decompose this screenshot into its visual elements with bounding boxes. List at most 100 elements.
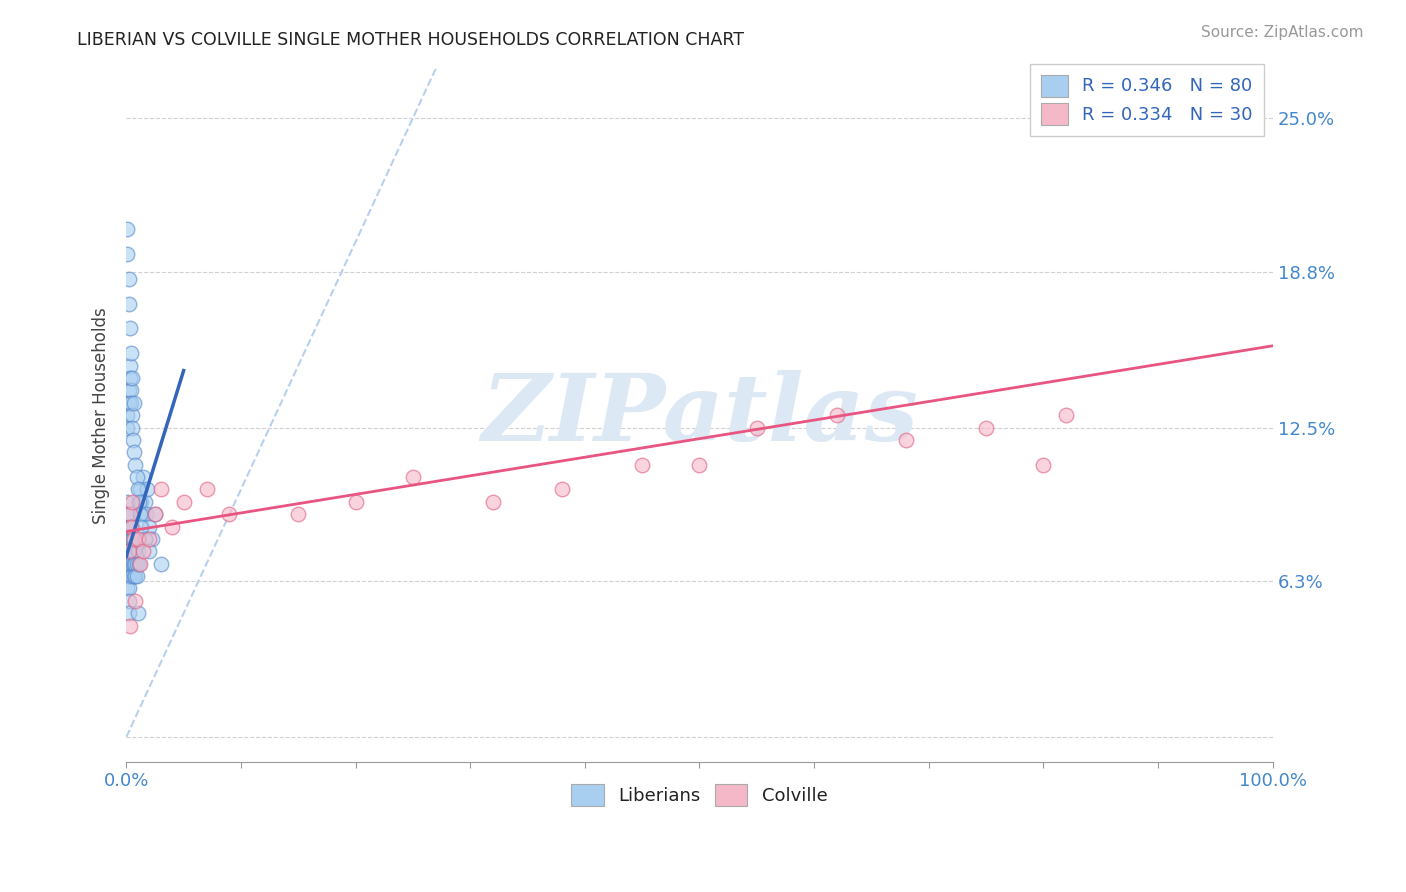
- Point: [117, 495, 139, 509]
- Point: [124, 557, 146, 571]
- Point: [136, 483, 159, 497]
- Point: [688, 458, 710, 472]
- Point: [134, 495, 156, 509]
- Point: [117, 297, 139, 311]
- Point: [132, 544, 155, 558]
- Point: [143, 507, 166, 521]
- Point: [118, 507, 141, 521]
- Point: [551, 483, 574, 497]
- Point: [138, 544, 160, 558]
- Point: [120, 519, 142, 533]
- Point: [120, 557, 142, 571]
- Point: [118, 532, 141, 546]
- Point: [482, 495, 505, 509]
- Point: [121, 544, 143, 558]
- Point: [120, 544, 142, 558]
- Point: [127, 544, 149, 558]
- Point: [120, 384, 142, 398]
- Point: [894, 433, 917, 447]
- Point: [117, 594, 139, 608]
- Point: [127, 483, 149, 497]
- Point: [402, 470, 425, 484]
- Legend: Liberians, Colville: Liberians, Colville: [562, 775, 837, 815]
- Point: [117, 544, 139, 558]
- Point: [118, 557, 141, 571]
- Point: [117, 582, 139, 596]
- Point: [117, 408, 139, 422]
- Point: [117, 519, 139, 533]
- Point: [117, 507, 139, 521]
- Point: [124, 532, 146, 546]
- Text: ZIPatlas: ZIPatlas: [481, 370, 918, 460]
- Point: [120, 519, 142, 533]
- Point: [117, 569, 139, 583]
- Point: [124, 445, 146, 459]
- Point: [121, 495, 143, 509]
- Point: [127, 606, 149, 620]
- Point: [120, 396, 142, 410]
- Point: [117, 396, 139, 410]
- Point: [117, 272, 139, 286]
- Point: [218, 507, 240, 521]
- Point: [118, 507, 141, 521]
- Point: [160, 519, 183, 533]
- Point: [121, 420, 143, 434]
- Point: [117, 569, 139, 583]
- Point: [195, 483, 218, 497]
- Point: [129, 519, 152, 533]
- Point: [117, 544, 139, 558]
- Point: [117, 582, 139, 596]
- Point: [125, 557, 148, 571]
- Text: Source: ZipAtlas.com: Source: ZipAtlas.com: [1201, 25, 1364, 40]
- Point: [125, 470, 148, 484]
- Point: [1054, 408, 1077, 422]
- Point: [141, 532, 163, 546]
- Point: [117, 384, 139, 398]
- Point: [124, 594, 146, 608]
- Point: [138, 532, 160, 546]
- Point: [117, 557, 139, 571]
- Point: [122, 532, 145, 546]
- Point: [122, 544, 145, 558]
- Point: [121, 371, 143, 385]
- Point: [128, 495, 150, 509]
- Text: LIBERIAN VS COLVILLE SINGLE MOTHER HOUSEHOLDS CORRELATION CHART: LIBERIAN VS COLVILLE SINGLE MOTHER HOUSE…: [77, 31, 744, 49]
- Point: [138, 519, 160, 533]
- Point: [132, 470, 155, 484]
- Point: [131, 507, 153, 521]
- Point: [135, 507, 157, 521]
- Point: [129, 495, 152, 509]
- Point: [129, 557, 152, 571]
- Point: [117, 557, 139, 571]
- Point: [120, 346, 142, 360]
- Point: [129, 507, 152, 521]
- Point: [124, 569, 146, 583]
- Y-axis label: Single Mother Households: Single Mother Households: [93, 307, 110, 524]
- Point: [121, 569, 143, 583]
- Point: [287, 507, 309, 521]
- Point: [118, 371, 141, 385]
- Point: [117, 606, 139, 620]
- Point: [124, 569, 146, 583]
- Point: [124, 557, 146, 571]
- Point: [149, 483, 172, 497]
- Point: [117, 532, 139, 546]
- Point: [121, 519, 143, 533]
- Point: [125, 569, 148, 583]
- Point: [128, 557, 150, 571]
- Point: [121, 532, 143, 546]
- Point: [124, 544, 146, 558]
- Point: [149, 557, 172, 571]
- Point: [825, 408, 848, 422]
- Point: [745, 420, 768, 434]
- Point: [117, 420, 139, 434]
- Point: [134, 532, 156, 546]
- Point: [124, 458, 146, 472]
- Point: [118, 359, 141, 373]
- Point: [143, 507, 166, 521]
- Point: [124, 396, 146, 410]
- Point: [974, 420, 997, 434]
- Point: [122, 557, 145, 571]
- Point: [127, 532, 149, 546]
- Point: [122, 433, 145, 447]
